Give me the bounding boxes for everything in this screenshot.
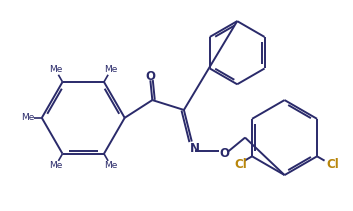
Text: O: O	[145, 70, 155, 83]
Text: Me: Me	[21, 113, 35, 122]
Text: Me: Me	[104, 161, 118, 170]
Text: Me: Me	[104, 65, 118, 74]
Text: O: O	[219, 147, 229, 160]
Text: Cl: Cl	[326, 158, 339, 171]
Text: Me: Me	[49, 161, 62, 170]
Text: N: N	[190, 142, 200, 155]
Text: Cl: Cl	[234, 158, 247, 171]
Text: Me: Me	[49, 65, 62, 74]
